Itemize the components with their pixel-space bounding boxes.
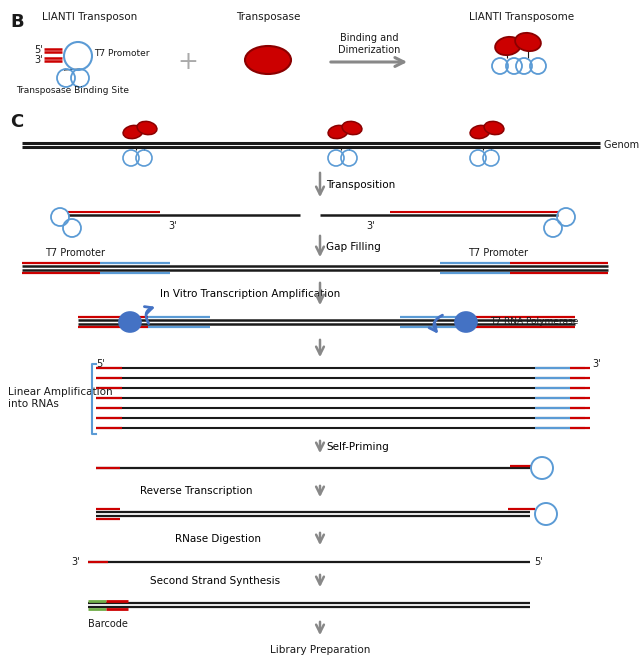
Text: RNase Digestion: RNase Digestion [175,534,261,544]
Text: 5': 5' [534,557,543,567]
Text: Self-Priming: Self-Priming [326,442,388,452]
Ellipse shape [515,33,541,51]
Text: Transposition: Transposition [326,180,396,190]
Text: Second Strand Synthesis: Second Strand Synthesis [150,576,280,586]
Text: LIANTI Transposome: LIANTI Transposome [469,12,575,22]
Text: Barcode: Barcode [88,619,128,629]
Text: LIANTI Transposon: LIANTI Transposon [42,12,138,22]
Text: Linear Amplification
into RNAs: Linear Amplification into RNAs [8,387,113,409]
Ellipse shape [455,312,477,332]
Text: 5': 5' [96,359,105,369]
Ellipse shape [328,126,348,138]
Text: 3': 3' [366,221,374,231]
Text: +: + [177,50,198,74]
Ellipse shape [119,312,141,332]
Ellipse shape [245,46,291,74]
Text: Binding and
Dimerization: Binding and Dimerization [338,33,400,55]
Ellipse shape [342,122,362,134]
Ellipse shape [484,122,504,134]
Text: 3': 3' [592,359,600,369]
Ellipse shape [470,126,490,138]
Text: 3': 3' [34,55,43,65]
Text: 3': 3' [72,557,80,567]
Text: 5': 5' [34,45,43,55]
Text: T7 RNA Polymerase: T7 RNA Polymerase [490,317,579,327]
Text: B: B [10,13,24,31]
Text: Genomic DNA: Genomic DNA [604,140,640,150]
Text: Transposase Binding Site: Transposase Binding Site [17,86,129,95]
Ellipse shape [123,126,143,138]
Text: Gap Filling: Gap Filling [326,241,381,251]
Text: Reverse Transcription: Reverse Transcription [140,487,253,497]
Text: In Vitro Transcription Amplification: In Vitro Transcription Amplification [160,289,340,299]
Text: C: C [10,113,23,131]
Text: T7 Promoter: T7 Promoter [468,248,528,258]
Text: Library Preparation: Library Preparation [270,645,370,655]
Text: T7 Promoter: T7 Promoter [94,49,150,59]
Text: Transposase: Transposase [236,12,300,22]
Text: 3': 3' [168,221,177,231]
Text: T7 Promoter: T7 Promoter [45,248,105,258]
Ellipse shape [137,122,157,134]
Ellipse shape [495,37,521,55]
